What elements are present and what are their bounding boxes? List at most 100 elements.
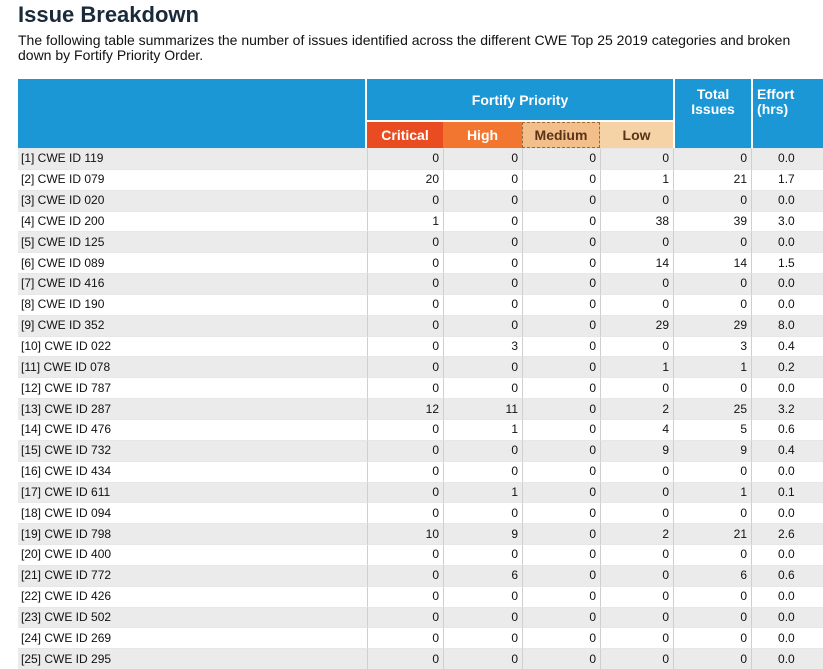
medium-count: 0 — [522, 231, 600, 253]
effort-hours: 1.7 — [751, 168, 823, 190]
critical-count: 0 — [367, 648, 443, 669]
total-issues-count: 0 — [673, 231, 752, 253]
high-count: 9 — [443, 523, 522, 545]
critical-count: 0 — [367, 606, 443, 628]
critical-count: 1 — [367, 210, 443, 232]
medium-count: 0 — [522, 544, 600, 565]
table-row: [14] CWE ID 476 0 1 0 4 5 0.6 — [18, 418, 823, 440]
high-count: 0 — [443, 231, 522, 253]
critical-count: 0 — [367, 481, 443, 503]
table-row: [12] CWE ID 787 0 0 0 0 0 0.0 — [18, 377, 823, 399]
medium-count: 0 — [522, 398, 600, 419]
total-issues-count: 29 — [673, 314, 752, 336]
effort-hours: 0.0 — [751, 377, 823, 399]
effort-hours: 0.0 — [751, 585, 823, 607]
high-header: High — [443, 122, 522, 148]
high-count: 0 — [443, 210, 522, 232]
total-issues-count: 0 — [673, 627, 752, 649]
critical-count: 0 — [367, 502, 443, 524]
low-count: 0 — [600, 544, 674, 565]
effort-hours: 0.0 — [751, 648, 823, 669]
low-count: 0 — [600, 502, 674, 524]
effort-hours: 0.0 — [751, 460, 823, 482]
low-count: 0 — [600, 648, 674, 669]
high-count: 0 — [443, 648, 522, 669]
total-issues-count: 0 — [673, 585, 752, 607]
medium-count: 0 — [522, 481, 600, 503]
cwe-label: [5] CWE ID 125 — [18, 231, 367, 253]
effort-hours: 0.4 — [751, 335, 823, 357]
critical-count: 0 — [367, 564, 443, 586]
critical-count: 0 — [367, 585, 443, 607]
cwe-label: [1] CWE ID 119 — [18, 148, 367, 169]
high-count: 3 — [443, 335, 522, 357]
low-count: 0 — [600, 335, 674, 357]
cwe-label: [24] CWE ID 269 — [18, 627, 367, 648]
critical-count: 0 — [367, 460, 443, 482]
high-count: 1 — [443, 418, 522, 440]
table-row: [22] CWE ID 426 0 0 0 0 0 0.0 — [18, 585, 823, 607]
medium-header: Medium — [522, 122, 600, 148]
critical-count: 0 — [367, 627, 443, 649]
cwe-label: [16] CWE ID 434 — [18, 460, 367, 482]
intro-paragraph: The following table summarizes the numbe… — [18, 32, 791, 63]
medium-count: 0 — [522, 148, 600, 169]
effort-hours: 0.2 — [751, 356, 823, 378]
critical-count: 0 — [367, 377, 443, 399]
table-row: [10] CWE ID 022 0 3 0 0 3 0.4 — [18, 335, 823, 357]
high-count: 1 — [443, 481, 522, 503]
total-issues-count: 14 — [673, 252, 752, 274]
total-issues-count: 0 — [673, 377, 752, 399]
effort-hours: 2.6 — [751, 523, 823, 545]
effort-hours: 0.0 — [751, 606, 823, 628]
medium-count: 0 — [522, 648, 600, 669]
medium-count: 0 — [522, 460, 600, 482]
effort-hours: 0.1 — [751, 481, 823, 503]
table-row: [21] CWE ID 772 0 6 0 0 6 0.6 — [18, 564, 823, 586]
medium-count: 0 — [522, 314, 600, 336]
medium-count: 0 — [522, 168, 600, 190]
medium-count: 0 — [522, 252, 600, 274]
cwe-label: [6] CWE ID 089 — [18, 252, 367, 273]
low-count: 0 — [600, 148, 674, 169]
high-count: 0 — [443, 356, 522, 378]
effort-hours: 0.0 — [751, 502, 823, 524]
low-count: 0 — [600, 585, 674, 607]
total-issues-count: 0 — [673, 648, 752, 669]
total-issues-count: 1 — [673, 356, 752, 378]
medium-count: 0 — [522, 606, 600, 628]
low-count: 1 — [600, 168, 674, 190]
cwe-label: [17] CWE ID 611 — [18, 481, 367, 503]
medium-count: 0 — [522, 418, 600, 440]
total-issues-count: 0 — [673, 502, 752, 524]
total-issues-header: Total Issues — [673, 79, 752, 148]
critical-count: 0 — [367, 148, 443, 169]
medium-count: 0 — [522, 523, 600, 545]
table-row: [7] CWE ID 416 0 0 0 0 0 0.0 — [18, 273, 823, 294]
critical-header: Critical — [367, 122, 443, 148]
medium-count: 0 — [522, 189, 600, 211]
low-count: 0 — [600, 377, 674, 399]
total-issues-count: 9 — [673, 439, 752, 461]
critical-count: 0 — [367, 439, 443, 461]
high-count: 0 — [443, 377, 522, 399]
total-issues-count: 21 — [673, 523, 752, 545]
cwe-label: [2] CWE ID 079 — [18, 168, 367, 190]
effort-hours: 3.2 — [751, 398, 823, 419]
high-count: 11 — [443, 398, 522, 419]
table-row: [18] CWE ID 094 0 0 0 0 0 0.0 — [18, 502, 823, 524]
critical-count: 0 — [367, 293, 443, 315]
fortify-priority-header: Fortify Priority — [367, 79, 674, 122]
cwe-label: [14] CWE ID 476 — [18, 418, 367, 440]
critical-count: 0 — [367, 335, 443, 357]
table-row: [24] CWE ID 269 0 0 0 0 0 0.0 — [18, 627, 823, 649]
cwe-label: [8] CWE ID 190 — [18, 293, 367, 315]
cwe-label: [23] CWE ID 502 — [18, 606, 367, 628]
critical-count: 0 — [367, 231, 443, 253]
cwe-label: [9] CWE ID 352 — [18, 314, 367, 336]
table-row: [1] CWE ID 119 0 0 0 0 0 0.0 — [18, 148, 823, 169]
table-row: [4] CWE ID 200 1 0 0 38 39 3.0 — [18, 210, 823, 232]
table-row: [11] CWE ID 078 0 0 0 1 1 0.2 — [18, 356, 823, 378]
effort-hours: 1.5 — [751, 252, 823, 274]
low-count: 0 — [600, 293, 674, 315]
